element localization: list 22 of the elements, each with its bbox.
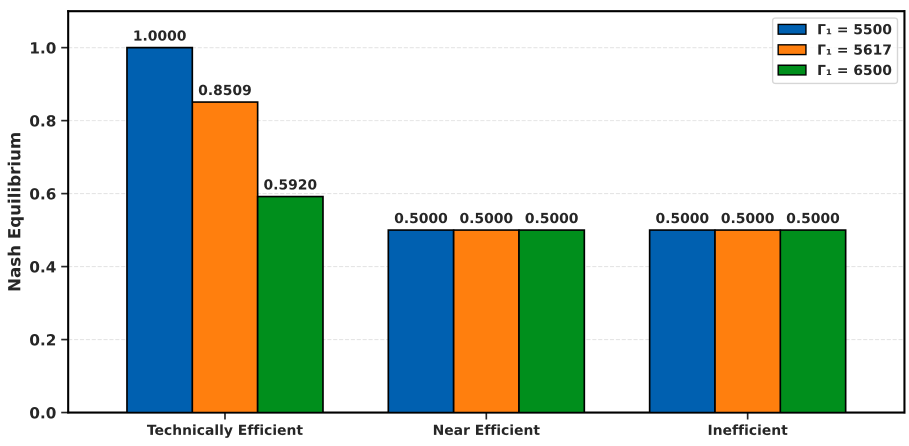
text: 0.5920 <box>264 179 316 190</box>
text: 0.5000 <box>656 212 708 224</box>
legend-label: Γ₁ = 6500 <box>818 64 892 76</box>
legend-label: Γ₁ = 5500 <box>818 24 892 34</box>
legend-label: Γ₁ = 5617 <box>818 44 891 55</box>
text: 0.5000 <box>786 212 840 224</box>
y-tick-label: 0.2 <box>30 334 56 346</box>
text: 1.0000 <box>134 30 186 41</box>
y-axis-title: Nash Equilibrium <box>8 133 24 290</box>
y-tick-label: 0.0 <box>30 407 56 419</box>
text: 0.8509 <box>198 84 251 96</box>
x-tick-label: Inefficient <box>708 424 788 436</box>
y-tick-label: 0.8 <box>30 115 56 127</box>
text: 0.5000 <box>460 212 512 224</box>
text: 0.5000 <box>526 212 578 224</box>
x-tick-label: Technically Efficient <box>146 424 303 438</box>
text: 0.5000 <box>394 212 448 224</box>
x-tick-label: Near Efficient <box>434 424 540 436</box>
y-tick-label: 0.6 <box>30 188 56 200</box>
y-tick-label: 1.0 <box>31 42 56 54</box>
text: 0.5000 <box>722 212 774 224</box>
y-tick-label: 0.4 <box>30 261 56 273</box>
